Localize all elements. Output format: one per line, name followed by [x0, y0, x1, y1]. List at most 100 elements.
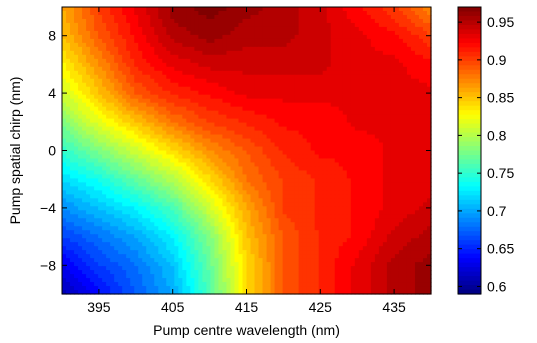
heatmap-cell [146, 22, 151, 28]
heatmap-cell [174, 222, 179, 227]
heatmap-cell [334, 18, 340, 24]
heatmap-cell [222, 190, 228, 195]
heatmap-cell [230, 74, 236, 80]
heatmap-cell [218, 122, 224, 128]
heatmap-cell [262, 78, 268, 84]
heatmap-cell [350, 78, 356, 84]
heatmap-cell [222, 7, 228, 12]
heatmap-cell [334, 94, 340, 100]
heatmap-cell [222, 162, 228, 168]
heatmap-cell [298, 34, 304, 40]
heatmap-cell [386, 94, 392, 100]
heatmap-cell [70, 90, 75, 96]
heatmap-cell [330, 166, 336, 172]
heatmap-cell [410, 34, 416, 40]
heatmap-cell [246, 202, 252, 207]
heatmap-cell [362, 66, 368, 72]
heatmap-cell [418, 150, 424, 156]
heatmap-cell [354, 134, 360, 140]
heatmap-cell [82, 186, 87, 191]
heatmap-cell [326, 110, 332, 116]
heatmap-cell [146, 194, 151, 199]
heatmap-cell [258, 46, 264, 52]
heatmap-cell [294, 14, 300, 20]
heatmap-cell [338, 194, 344, 199]
heatmap-cell [370, 38, 376, 44]
heatmap-cell [294, 178, 300, 183]
heatmap-cell [138, 170, 143, 176]
heatmap-cell [202, 158, 207, 164]
heatmap-cell [162, 122, 167, 128]
heatmap-cell [78, 78, 83, 84]
heatmap-cell [170, 42, 175, 48]
heatmap-cell [98, 86, 103, 92]
heatmap-cell [190, 82, 195, 88]
heatmap-cell [418, 30, 424, 36]
heatmap-cell [398, 182, 404, 187]
heatmap-cell [274, 206, 280, 211]
heatmap-cell [206, 74, 211, 80]
heatmap-cell [258, 178, 264, 183]
heatmap-cell [294, 46, 300, 52]
heatmap-cell [402, 118, 408, 124]
heatmap-cell [126, 10, 131, 16]
heatmap-cell [206, 42, 211, 48]
heatmap-cell [362, 18, 368, 24]
heatmap-cell [226, 14, 232, 20]
heatmap-cell [378, 142, 384, 148]
heatmap-cell [342, 30, 348, 36]
heatmap-cell [186, 182, 191, 187]
heatmap-cell [134, 82, 139, 88]
heatmap-cell [374, 22, 380, 28]
heatmap-cell [358, 210, 364, 215]
heatmap-cell [298, 14, 304, 20]
heatmap-cell [354, 162, 360, 168]
heatmap-cell [378, 66, 384, 72]
heatmap-cell [346, 50, 352, 56]
heatmap-cell [102, 162, 107, 168]
heatmap-cell [90, 166, 95, 172]
heatmap-cell [338, 106, 344, 112]
heatmap-cell [290, 190, 296, 195]
heatmap-cell [402, 46, 408, 52]
heatmap-cell [394, 118, 400, 124]
heatmap-cell [222, 30, 228, 36]
heatmap-cell [266, 98, 272, 104]
heatmap-cell [170, 138, 175, 144]
heatmap-cell [394, 42, 400, 48]
heatmap-cell [78, 98, 83, 104]
heatmap-cell [262, 214, 268, 219]
heatmap-cell [378, 114, 384, 120]
heatmap-cell [366, 30, 372, 36]
heatmap-cell [250, 26, 256, 32]
heatmap-cell [398, 202, 404, 207]
heatmap-cell [98, 7, 103, 12]
heatmap-cell [350, 50, 356, 56]
heatmap-cell [230, 146, 236, 152]
heatmap-cell [154, 74, 159, 80]
heatmap-cell [202, 34, 207, 40]
heatmap-cell [406, 62, 412, 68]
heatmap-cell [126, 134, 131, 140]
heatmap-cell [162, 130, 167, 136]
heatmap-cell [134, 118, 139, 124]
heatmap-cell [158, 90, 163, 96]
heatmap-cell [246, 150, 252, 156]
heatmap-cell [326, 118, 332, 124]
heatmap-cell [258, 126, 264, 132]
heatmap-cell [406, 162, 412, 168]
heatmap-cell [386, 202, 392, 207]
heatmap-cell [174, 178, 179, 183]
heatmap-cell [374, 38, 380, 44]
heatmap-cell [170, 170, 175, 176]
heatmap-cell [386, 50, 392, 56]
heatmap-cell [386, 118, 392, 124]
heatmap-cell [166, 34, 171, 40]
heatmap-cell [122, 82, 127, 88]
heatmap-cell [302, 66, 308, 72]
heatmap-cell [198, 166, 203, 172]
heatmap-cell [206, 166, 211, 172]
heatmap-cell [242, 30, 248, 36]
heatmap-cell [290, 202, 296, 207]
heatmap-cell [194, 134, 199, 140]
